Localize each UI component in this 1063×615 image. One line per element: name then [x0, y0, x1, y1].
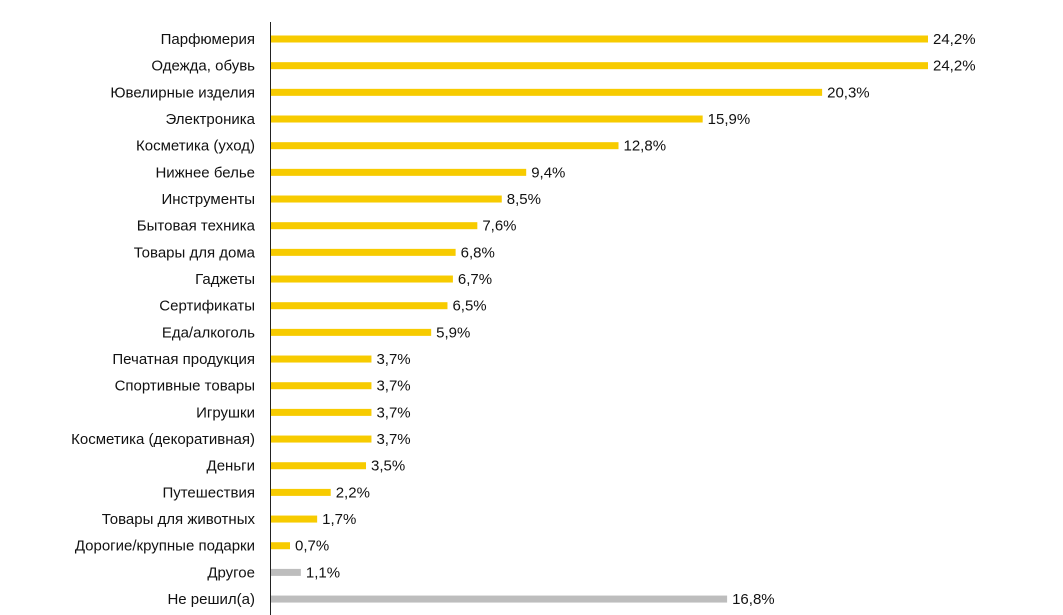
value-label: 3,7% [376, 404, 410, 421]
category-label: Парфюмерия [161, 31, 255, 48]
category-label: Сертификаты [159, 298, 255, 315]
bar [271, 595, 728, 603]
bar [271, 35, 928, 43]
category-label: Электроника [165, 111, 255, 128]
value-label: 6,8% [461, 244, 495, 261]
category-label: Инструменты [161, 191, 255, 208]
value-label: 6,7% [458, 271, 492, 288]
value-label: 24,2% [933, 58, 976, 75]
category-label: Путешествия [162, 484, 255, 501]
bar [271, 248, 456, 256]
value-label: 2,2% [336, 484, 370, 501]
category-label: Дорогие/крупные подарки [75, 538, 255, 555]
category-label: Нижнее белье [155, 164, 255, 181]
value-label: 15,9% [708, 111, 751, 128]
bar [271, 542, 291, 550]
bar [271, 142, 619, 150]
value-label: 5,9% [436, 324, 470, 341]
bar [271, 408, 372, 416]
bar [271, 355, 372, 363]
category-label: Косметика (декоративная) [71, 431, 255, 448]
value-label: 9,4% [531, 164, 565, 181]
category-label: Печатная продукция [112, 351, 255, 368]
bar [271, 328, 432, 336]
category-label: Косметика (уход) [136, 138, 255, 155]
category-label: Гаджеты [195, 271, 255, 288]
value-label: 3,7% [376, 431, 410, 448]
bar [271, 115, 703, 123]
bar [271, 195, 502, 203]
value-label: 1,7% [322, 511, 356, 528]
bar [271, 568, 301, 576]
value-label: 8,5% [507, 191, 541, 208]
bar [271, 168, 527, 176]
bar [271, 302, 448, 310]
value-label: 7,6% [482, 218, 516, 235]
value-label: 3,7% [376, 378, 410, 395]
category-label: Товары для дома [134, 244, 256, 261]
category-label: Товары для животных [102, 511, 256, 528]
bar [271, 462, 367, 470]
category-label: Ювелирные изделия [110, 84, 255, 101]
value-label: 1,1% [306, 564, 340, 581]
category-label: Другое [207, 564, 255, 581]
bar [271, 435, 372, 443]
category-label: Игрушки [196, 404, 255, 421]
value-label: 3,5% [371, 458, 405, 475]
category-label: Деньги [207, 458, 255, 475]
category-label: Одежда, обувь [151, 58, 255, 75]
value-label: 0,7% [295, 538, 329, 555]
bar [271, 88, 823, 96]
bar [271, 275, 453, 283]
category-label: Бытовая техника [137, 218, 256, 235]
value-label: 12,8% [624, 138, 667, 155]
bar [271, 62, 928, 70]
value-label: 6,5% [452, 298, 486, 315]
bar [271, 515, 318, 523]
value-label: 20,3% [827, 84, 870, 101]
value-label: 24,2% [933, 31, 976, 48]
bar [271, 488, 331, 496]
category-label: Спортивные товары [115, 378, 255, 395]
value-label: 3,7% [376, 351, 410, 368]
category-label: Еда/алкоголь [162, 324, 255, 341]
bar [271, 382, 372, 390]
bar [271, 222, 478, 230]
category-label: Не решил(а) [167, 591, 255, 608]
value-label: 16,8% [732, 591, 775, 608]
